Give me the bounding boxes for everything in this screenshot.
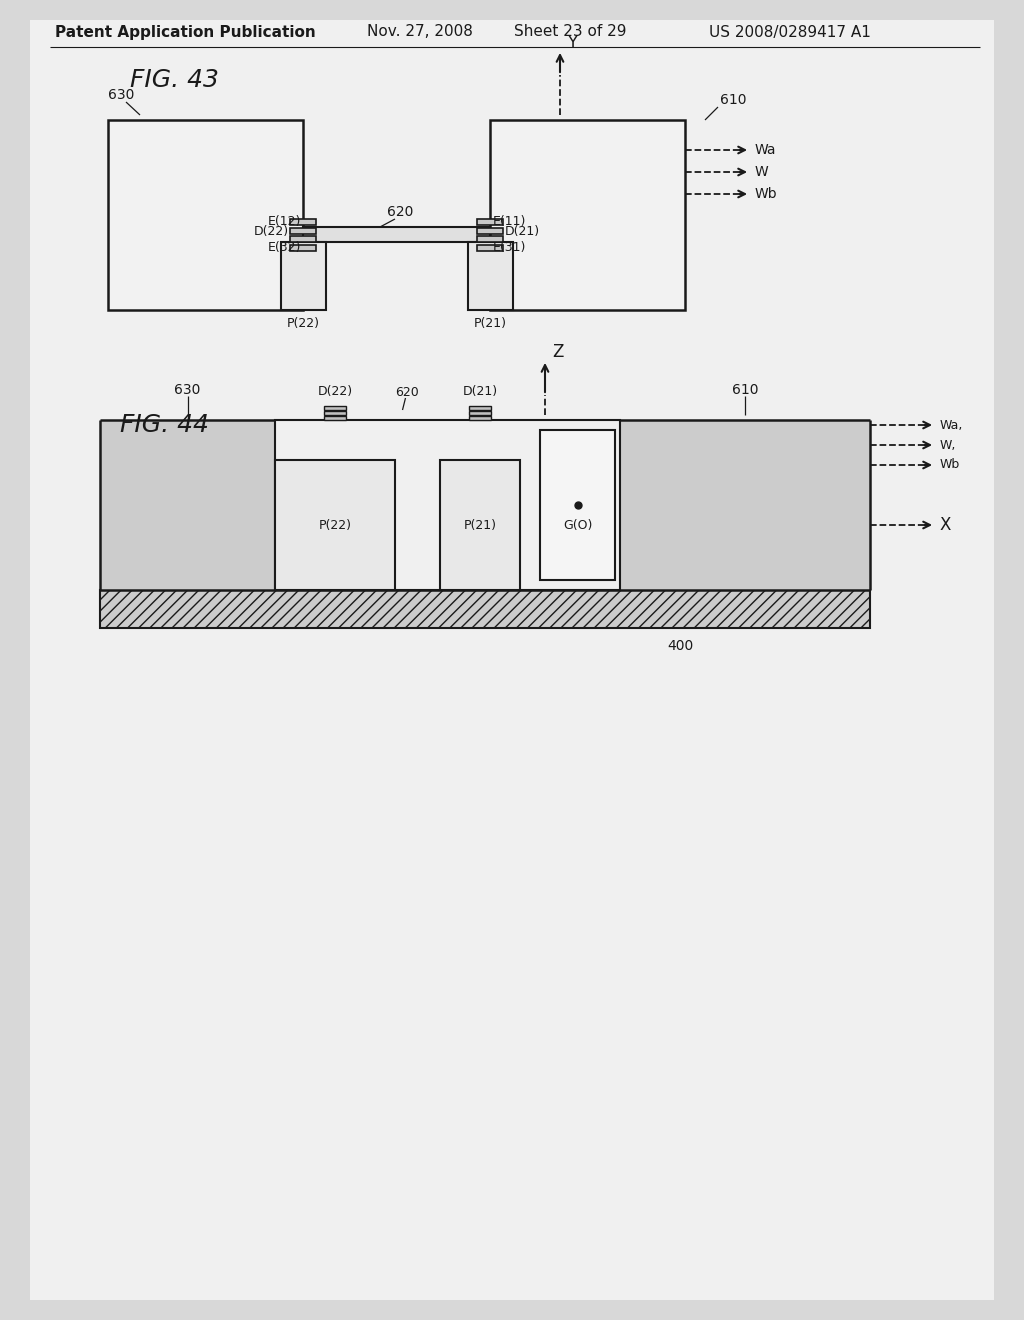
Text: Nov. 27, 2008: Nov. 27, 2008 (367, 25, 473, 40)
Bar (290, 219, 316, 224)
Text: 620: 620 (395, 385, 420, 399)
Text: P(21): P(21) (464, 519, 497, 532)
Bar (469, 416, 490, 420)
Bar (324, 416, 346, 420)
Text: FIG. 43: FIG. 43 (130, 69, 219, 92)
Text: E(32): E(32) (267, 240, 301, 253)
Text: FIG. 44: FIG. 44 (120, 413, 209, 437)
Bar (468, 242, 512, 310)
Text: Y: Y (567, 34, 578, 51)
Bar (477, 236, 503, 242)
Text: 400: 400 (667, 639, 693, 653)
Text: D(21): D(21) (505, 224, 540, 238)
Text: Wa,: Wa, (940, 418, 964, 432)
Text: W: W (755, 165, 769, 180)
Bar (469, 405, 490, 409)
Bar (324, 405, 346, 409)
Text: E(31): E(31) (493, 240, 526, 253)
Text: P(22): P(22) (318, 519, 351, 532)
Bar (281, 242, 326, 310)
Text: US 2008/0289417 A1: US 2008/0289417 A1 (709, 25, 871, 40)
Bar (477, 227, 503, 234)
Text: 630: 630 (108, 88, 134, 102)
Bar (324, 411, 346, 414)
Text: Wb: Wb (940, 458, 961, 471)
Bar (275, 420, 620, 590)
Bar (477, 244, 503, 251)
Text: P(22): P(22) (287, 317, 319, 330)
Bar (100, 590, 870, 628)
Text: D(21): D(21) (463, 385, 498, 399)
Text: G(O): G(O) (563, 519, 592, 532)
Bar (469, 411, 490, 414)
Bar (290, 236, 316, 242)
Bar (100, 420, 275, 590)
Text: 610: 610 (732, 383, 758, 397)
Text: E(12): E(12) (267, 215, 301, 228)
Text: W,: W, (940, 438, 956, 451)
Bar (290, 244, 316, 251)
Bar (290, 227, 316, 234)
Text: Patent Application Publication: Patent Application Publication (54, 25, 315, 40)
Text: Wb: Wb (755, 187, 777, 201)
Text: X: X (940, 516, 951, 535)
Bar (440, 459, 520, 590)
Bar (540, 430, 615, 579)
Bar (303, 227, 490, 242)
Bar (490, 120, 685, 310)
Text: P(21): P(21) (473, 317, 507, 330)
Text: 610: 610 (720, 92, 746, 107)
Bar (275, 459, 395, 590)
Bar (620, 420, 870, 590)
Text: 620: 620 (387, 205, 414, 219)
Text: E(11): E(11) (493, 215, 526, 228)
Text: Wa: Wa (755, 143, 776, 157)
Text: Z: Z (552, 343, 563, 360)
Text: Sheet 23 of 29: Sheet 23 of 29 (514, 25, 627, 40)
Text: D(22): D(22) (254, 224, 289, 238)
Bar (477, 219, 503, 224)
Text: 630: 630 (174, 383, 201, 397)
Text: D(22): D(22) (317, 385, 352, 399)
Bar (108, 120, 303, 310)
